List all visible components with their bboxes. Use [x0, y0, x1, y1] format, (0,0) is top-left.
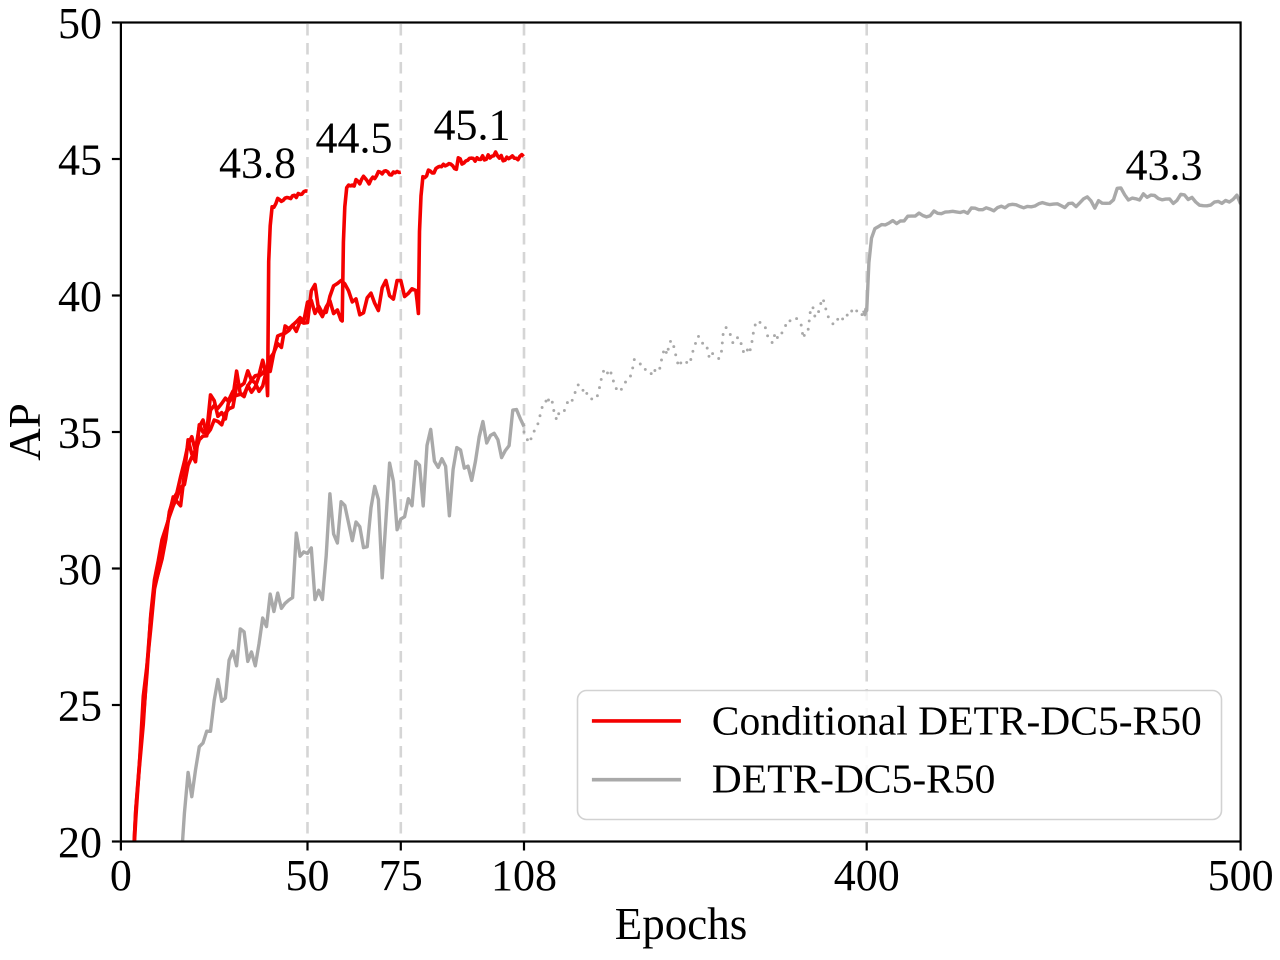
svg-text:Epochs: Epochs — [615, 899, 747, 949]
svg-text:50: 50 — [286, 851, 330, 900]
svg-text:25: 25 — [58, 682, 102, 731]
svg-text:AP: AP — [0, 403, 50, 461]
svg-text:500: 500 — [1208, 851, 1274, 900]
svg-text:50: 50 — [58, 0, 102, 48]
svg-text:45: 45 — [58, 136, 102, 185]
svg-text:108: 108 — [491, 851, 557, 900]
svg-text:400: 400 — [834, 851, 900, 900]
svg-text:44.5: 44.5 — [316, 114, 393, 163]
svg-text:30: 30 — [58, 545, 102, 594]
svg-text:35: 35 — [58, 409, 102, 458]
svg-text:43.3: 43.3 — [1126, 140, 1203, 189]
svg-text:45.1: 45.1 — [434, 100, 511, 149]
svg-text:75: 75 — [379, 851, 423, 900]
svg-text:DETR-DC5-R50: DETR-DC5-R50 — [712, 755, 996, 801]
svg-text:43.8: 43.8 — [219, 139, 296, 188]
svg-text:20: 20 — [58, 818, 102, 867]
svg-text:40: 40 — [58, 272, 102, 321]
svg-text:Conditional DETR-DC5-R50: Conditional DETR-DC5-R50 — [712, 698, 1202, 744]
svg-text:0: 0 — [110, 851, 132, 900]
